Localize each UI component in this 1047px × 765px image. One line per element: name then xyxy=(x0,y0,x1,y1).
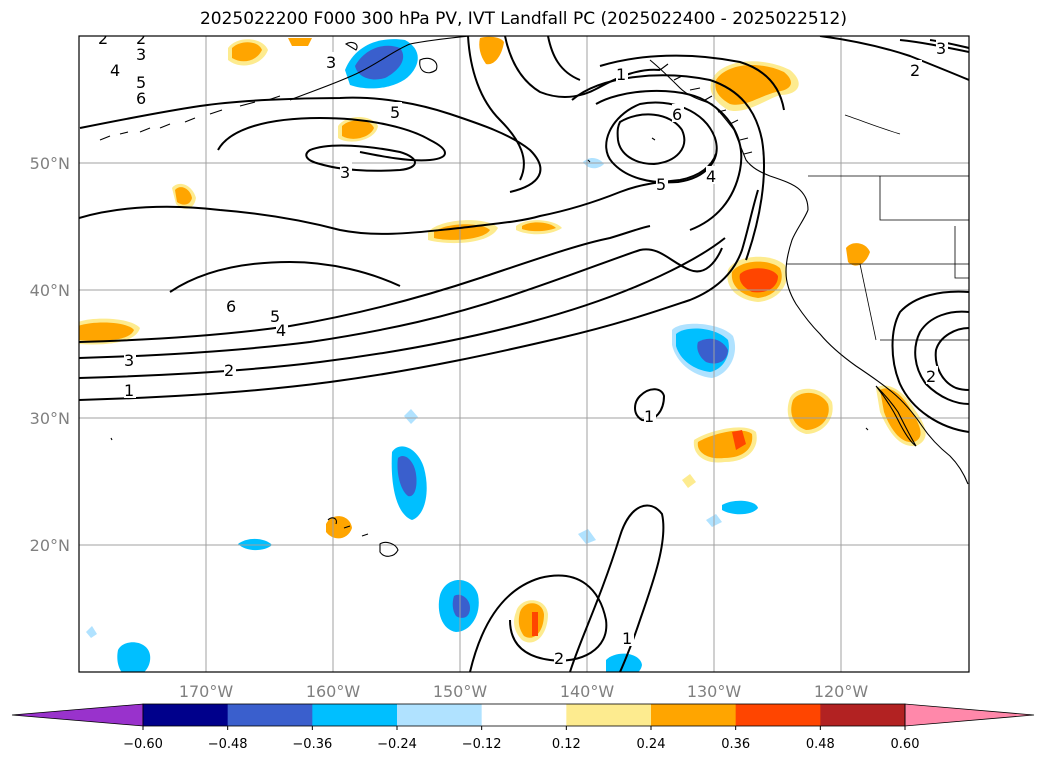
colorbar-border xyxy=(142,703,906,727)
colorbar-segment xyxy=(735,704,821,726)
contour-label: 1 xyxy=(622,629,632,648)
lat-label-40n: 40°N xyxy=(30,281,70,300)
negative-anomaly-region xyxy=(86,626,97,638)
map-area xyxy=(79,36,969,672)
contour-label: 2 xyxy=(926,367,936,386)
lon-label-140w: 140°W xyxy=(560,682,615,701)
pv-contours xyxy=(79,36,969,672)
contour-label: 5 xyxy=(270,307,280,326)
contour-label: 4 xyxy=(706,167,716,186)
contour-label: 6 xyxy=(226,297,236,316)
colorbar-segment xyxy=(143,704,229,726)
colorbar-segment xyxy=(566,704,652,726)
contour-label: 4 xyxy=(276,321,286,340)
coastlines xyxy=(99,36,969,557)
contour-label: 3 xyxy=(936,39,946,58)
positive-anomaly-region xyxy=(479,36,504,65)
negative-anomaly-region xyxy=(606,653,642,672)
positive-anomaly-region xyxy=(791,392,829,430)
colorbar-tick-label: −0.12 xyxy=(462,737,502,752)
colorbar-tick-label: 0.24 xyxy=(637,737,666,752)
contour-labels: 1 2 3 4 5 6 3 5 3 4 5 6 3 2 xyxy=(98,29,948,668)
contour-label: 3 xyxy=(326,53,336,72)
colorbar-tick-label: −0.36 xyxy=(292,737,332,752)
map-border xyxy=(78,35,970,673)
negative-anomaly-region xyxy=(117,642,151,672)
positive-anomaly-region xyxy=(522,222,556,232)
negative-anomaly-region xyxy=(397,455,417,497)
colorbar-tick-label: −0.24 xyxy=(377,737,417,752)
negative-anomaly-region xyxy=(722,500,758,515)
lat-label-20n: 20°N xyxy=(30,536,70,555)
positive-anomaly-region xyxy=(682,474,696,488)
contour-label: 4 xyxy=(110,61,120,80)
contour-label: 3 xyxy=(124,351,134,370)
colorbar-extend-min xyxy=(11,703,144,727)
lon-label-160w: 160°W xyxy=(306,682,361,701)
positive-anomaly-region xyxy=(79,322,134,341)
contour-label: 3 xyxy=(136,45,146,64)
positive-anomaly-region xyxy=(232,42,262,62)
colorbar-segment xyxy=(312,704,398,726)
contour-label: 1 xyxy=(644,407,654,426)
colorbar: −0.60 −0.48 −0.36 −0.24 −0.12 0.12 0.24 0.36 0.4… xyxy=(11,703,1035,752)
positive-anomaly-region xyxy=(532,612,538,636)
negative-anomaly-region xyxy=(404,409,418,424)
lon-label-150w: 150°W xyxy=(433,682,488,701)
colorbar-tick-label: 0.60 xyxy=(891,737,920,752)
contour-label: 6 xyxy=(672,105,682,124)
contour-label: 2 xyxy=(98,29,108,48)
longitude-labels: 170°W 160°W 150°W 140°W 130°W 120°W xyxy=(179,682,869,701)
lat-label-50n: 50°N xyxy=(30,154,70,173)
contour-label: 2 xyxy=(910,61,920,80)
colorbar-segment xyxy=(397,704,483,726)
lon-label-120w: 120°W xyxy=(814,682,869,701)
contour-label: 5 xyxy=(656,175,666,194)
contour-label: 3 xyxy=(340,163,350,182)
colorbar-extend-max xyxy=(904,703,1035,727)
figure-title: 2025022200 F000 300 hPa PV, IVT Landfall… xyxy=(199,9,847,29)
positive-anomaly-region xyxy=(175,187,192,205)
contour-label: 5 xyxy=(390,103,400,122)
lon-label-130w: 130°W xyxy=(687,682,742,701)
colorbar-segment xyxy=(651,704,737,726)
colorbar-segment xyxy=(227,704,313,726)
contour-label: 1 xyxy=(124,381,134,400)
positive-anomaly-region xyxy=(434,224,490,240)
negative-anomaly-region xyxy=(697,338,728,364)
contour-label: 5 xyxy=(136,73,146,92)
political-borders xyxy=(786,114,969,341)
colorbar-tick-label: 0.36 xyxy=(721,737,750,752)
positive-anomaly-region xyxy=(342,120,374,139)
colorbar-tick-label: −0.48 xyxy=(208,737,248,752)
contour-label: 6 xyxy=(136,89,146,108)
negative-anomaly-region xyxy=(452,594,470,618)
contour-label: 1 xyxy=(616,65,626,84)
graticule xyxy=(79,36,969,672)
colorbar-tick-label: −0.60 xyxy=(123,737,163,752)
positive-anomaly-region xyxy=(288,38,312,46)
positive-anomaly-region xyxy=(739,268,778,293)
colorbar-segment xyxy=(820,704,906,726)
lon-label-170w: 170°W xyxy=(179,682,234,701)
colorbar-segment xyxy=(481,704,567,726)
positive-anomaly-region xyxy=(732,430,746,450)
colorbar-tick-label: 0.48 xyxy=(806,737,835,752)
positive-anomaly-region xyxy=(715,65,791,105)
lat-label-30n: 30°N xyxy=(30,409,70,428)
negative-anomaly-region xyxy=(238,538,272,551)
contour-label: 2 xyxy=(136,29,146,48)
contour-label: 2 xyxy=(554,649,564,668)
positive-anomaly-region xyxy=(846,243,870,266)
contour-label: 2 xyxy=(224,361,234,380)
colorbar-tick-label: 0.12 xyxy=(552,737,581,752)
latitude-labels: 50°N 40°N 30°N 20°N xyxy=(30,154,70,555)
